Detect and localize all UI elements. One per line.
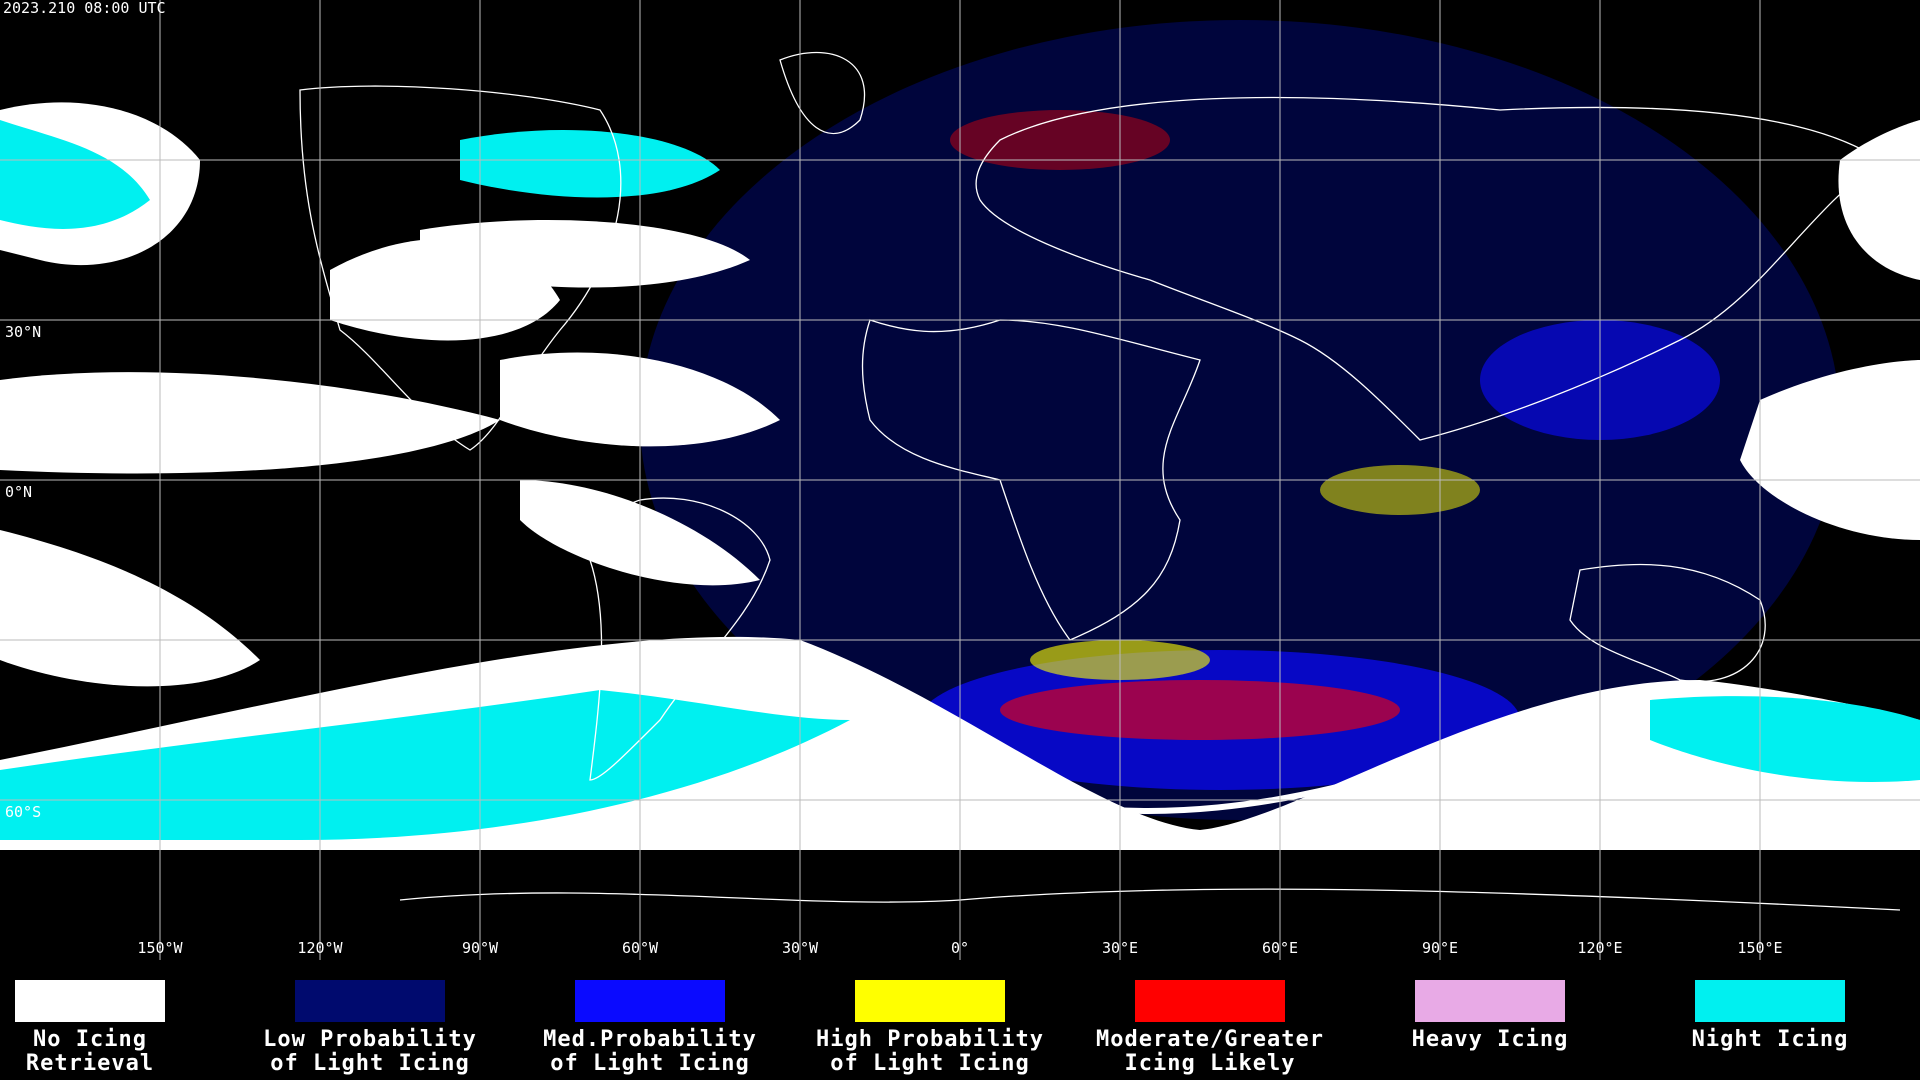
night-cloud (0, 690, 850, 840)
legend-swatch (1135, 980, 1285, 1022)
longitude-label: 0° (951, 939, 969, 957)
south-america (589, 497, 771, 781)
graticule: 150°W 120°W 90°W 60°W 30°W 0° 30°E 60°E 90°E 120°… (0, 0, 1920, 960)
coastlines (299, 52, 1901, 911)
timestamp: 2023.210 08:00 UTC (3, 0, 166, 17)
africa (861, 319, 1201, 641)
legend-swatch (575, 980, 725, 1022)
longitude-label: 90°E (1422, 939, 1458, 957)
australia (1569, 563, 1766, 683)
cloud (0, 372, 500, 474)
latitude-label: 60°S (5, 803, 41, 821)
high-prob-region (1320, 465, 1480, 515)
longitude-label: 120°E (1577, 939, 1622, 957)
legend-swatch (855, 980, 1005, 1022)
longitude-label: 60°W (622, 939, 659, 957)
latitude-label: 30°S (5, 643, 41, 661)
legend-label: of Light Icing (830, 1051, 1029, 1076)
legend-label: No Icing (33, 1027, 147, 1052)
legend-label: Icing Likely (1125, 1051, 1296, 1076)
legend-label: Retrieval (26, 1051, 154, 1076)
night-cloud (0, 120, 150, 229)
terminator (958, 697, 1582, 814)
legend-label: of Light Icing (270, 1051, 469, 1076)
longitude-label: 150°E (1737, 939, 1782, 957)
legend-label: Med.Probability (543, 1027, 757, 1052)
cloud (0, 530, 260, 687)
longitude-label: 90°W (462, 939, 499, 957)
longitude-label: 150°W (137, 939, 183, 957)
mod-region (1000, 680, 1400, 740)
legend-label: Night Icing (1692, 1027, 1849, 1052)
legend-label: Moderate/Greater (1096, 1027, 1324, 1052)
cloud (1740, 360, 1920, 540)
legend-swatch (15, 980, 165, 1022)
longitude-label: 120°W (297, 939, 343, 957)
legend-swatch (1415, 980, 1565, 1022)
latitude-label: 30°N (5, 323, 41, 341)
legend-label: Heavy Icing (1412, 1027, 1569, 1052)
low-prob-region (640, 20, 1840, 820)
legend-label: High Probability (816, 1027, 1044, 1052)
legend-swatch (295, 980, 445, 1022)
mod-region (950, 110, 1170, 170)
legend-swatch (1695, 980, 1845, 1022)
night-cloud (1650, 696, 1920, 782)
longitude-label: 30°E (1102, 939, 1138, 957)
longitude-label: 30°W (782, 939, 819, 957)
legend-label: of Light Icing (550, 1051, 749, 1076)
antarctica (399, 888, 1901, 911)
eurasia (975, 96, 1882, 441)
legend-label: Low Probability (263, 1027, 477, 1052)
north-america (299, 85, 622, 451)
latitude-label: 0°N (5, 483, 32, 501)
night-cloud (460, 130, 720, 198)
greenland (779, 52, 866, 135)
longitude-label: 60°E (1262, 939, 1298, 957)
cloud (420, 220, 750, 288)
